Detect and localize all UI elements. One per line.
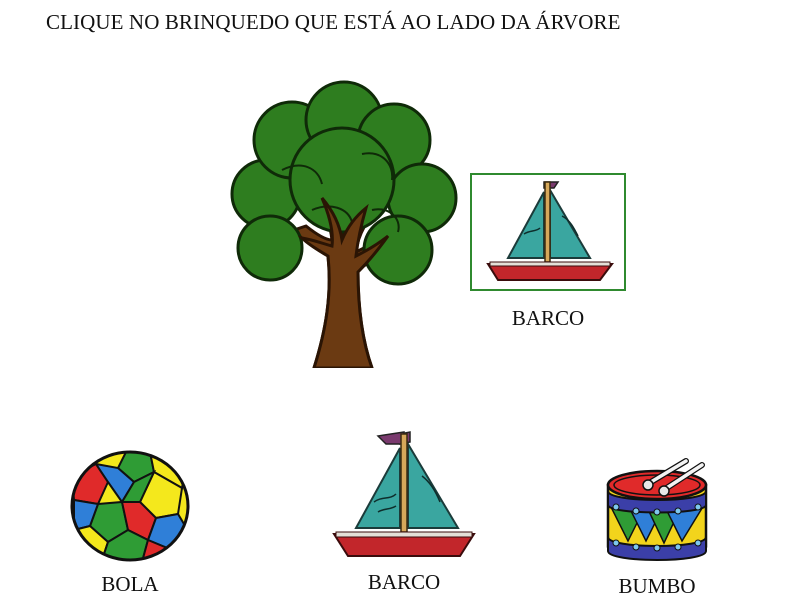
instruction-text: CLIQUE NO BRINQUEDO QUE ESTÁ AO LADO DA … <box>46 10 621 34</box>
ball-option-label[interactable]: BOLA <box>101 572 159 596</box>
boat-option-label[interactable]: BARCO <box>367 570 441 594</box>
selected-item-frame <box>470 173 626 291</box>
boat-option[interactable] <box>330 430 478 562</box>
tree-icon <box>230 80 458 368</box>
selected-item-label: BARCO <box>511 306 585 330</box>
drum-option-label[interactable]: BUMBO <box>618 574 696 598</box>
drum-option[interactable] <box>598 455 716 567</box>
boat-icon <box>486 181 614 281</box>
ball-option[interactable] <box>68 450 192 562</box>
